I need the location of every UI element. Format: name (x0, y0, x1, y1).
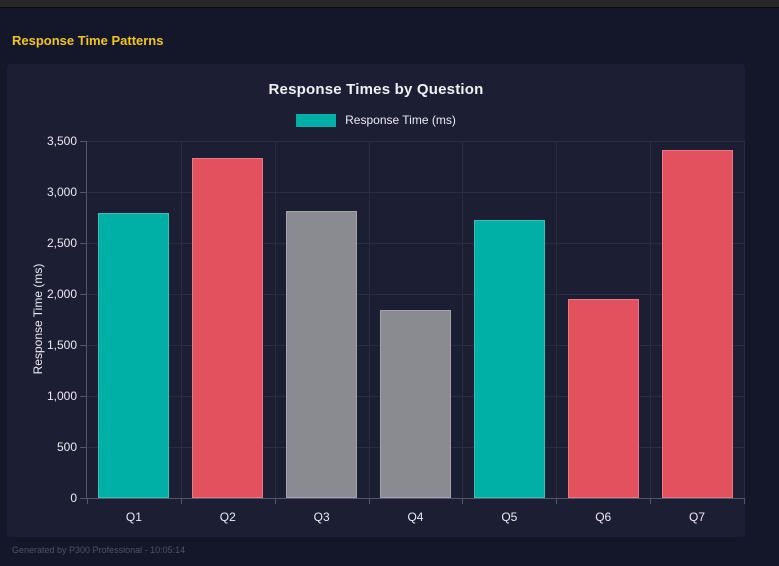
x-tick-mark (274, 498, 276, 504)
y-tick-label: 3,000 (46, 185, 77, 199)
y-tick-mark (80, 396, 86, 397)
x-gridline (368, 141, 370, 498)
x-tick-mark (556, 498, 558, 504)
bar-q1[interactable] (98, 213, 170, 498)
y-tick-mark (80, 243, 86, 244)
y-tick-label: 2,000 (46, 287, 77, 301)
y-gridline (87, 294, 744, 295)
bar-q5[interactable] (473, 220, 545, 498)
x-tick-mark (462, 498, 464, 504)
y-gridline (87, 243, 744, 244)
y-tick-label: 1,000 (46, 389, 77, 403)
x-gridline (180, 141, 182, 498)
y-tick-mark (80, 345, 86, 346)
plot-area: 0 500 1,000 1,500 2,000 2,500 3,000 3,500 Q1 Q2 Q3… (47, 134, 745, 524)
y-tick-label: 500 (56, 440, 77, 454)
x-tick-label: Q5 (501, 510, 518, 524)
y-tick-label: 2,500 (46, 236, 77, 250)
chart-legend[interactable]: Response Time (ms) (7, 113, 745, 127)
y-tick-label: 0 (70, 491, 77, 505)
y-gridline (87, 141, 744, 142)
y-tick-label: 3,500 (46, 134, 77, 148)
y-tick-mark (80, 498, 86, 499)
y-tick-label: 1,500 (46, 338, 77, 352)
legend-label: Response Time (ms) (345, 113, 456, 127)
chart-panel: Response Times by Question Response Time… (7, 64, 745, 537)
x-gridline (556, 141, 558, 498)
page-title: Response Time Patterns (12, 33, 164, 48)
chart-title: Response Times by Question (268, 81, 484, 98)
x-tick-mark (368, 498, 370, 504)
y-axis-title: Response Time (ms) (31, 263, 45, 375)
x-gridline (462, 141, 464, 498)
y-tick-mark (80, 192, 86, 193)
x-tick-label: Q3 (313, 510, 330, 524)
bar-q7[interactable] (661, 150, 733, 498)
x-tick-label: Q1 (125, 510, 142, 524)
x-tick-label: Q4 (407, 510, 424, 524)
y-tick-mark (80, 447, 86, 448)
footer-status-text: Generated by P300 Professional - 10:05:1… (12, 545, 186, 555)
window-top-bar (0, 0, 779, 8)
bar-q4[interactable] (380, 310, 451, 498)
x-tick-label: Q6 (595, 510, 612, 524)
y-tick-mark (80, 141, 86, 142)
bar-q3[interactable] (286, 210, 358, 498)
x-tick-mark (87, 498, 88, 504)
x-tick-label: Q7 (689, 510, 706, 524)
legend-swatch (296, 113, 337, 127)
bar-q2[interactable] (192, 158, 264, 498)
y-gridline (87, 192, 744, 193)
x-tick-mark (744, 498, 745, 504)
x-tick-label: Q2 (219, 510, 236, 524)
x-gridline (274, 141, 276, 498)
x-tick-mark (180, 498, 182, 504)
bar-q6[interactable] (567, 298, 639, 498)
x-tick-mark (650, 498, 652, 504)
x-gridline (744, 141, 745, 498)
x-gridline (650, 141, 652, 498)
y-tick-mark (80, 294, 86, 295)
